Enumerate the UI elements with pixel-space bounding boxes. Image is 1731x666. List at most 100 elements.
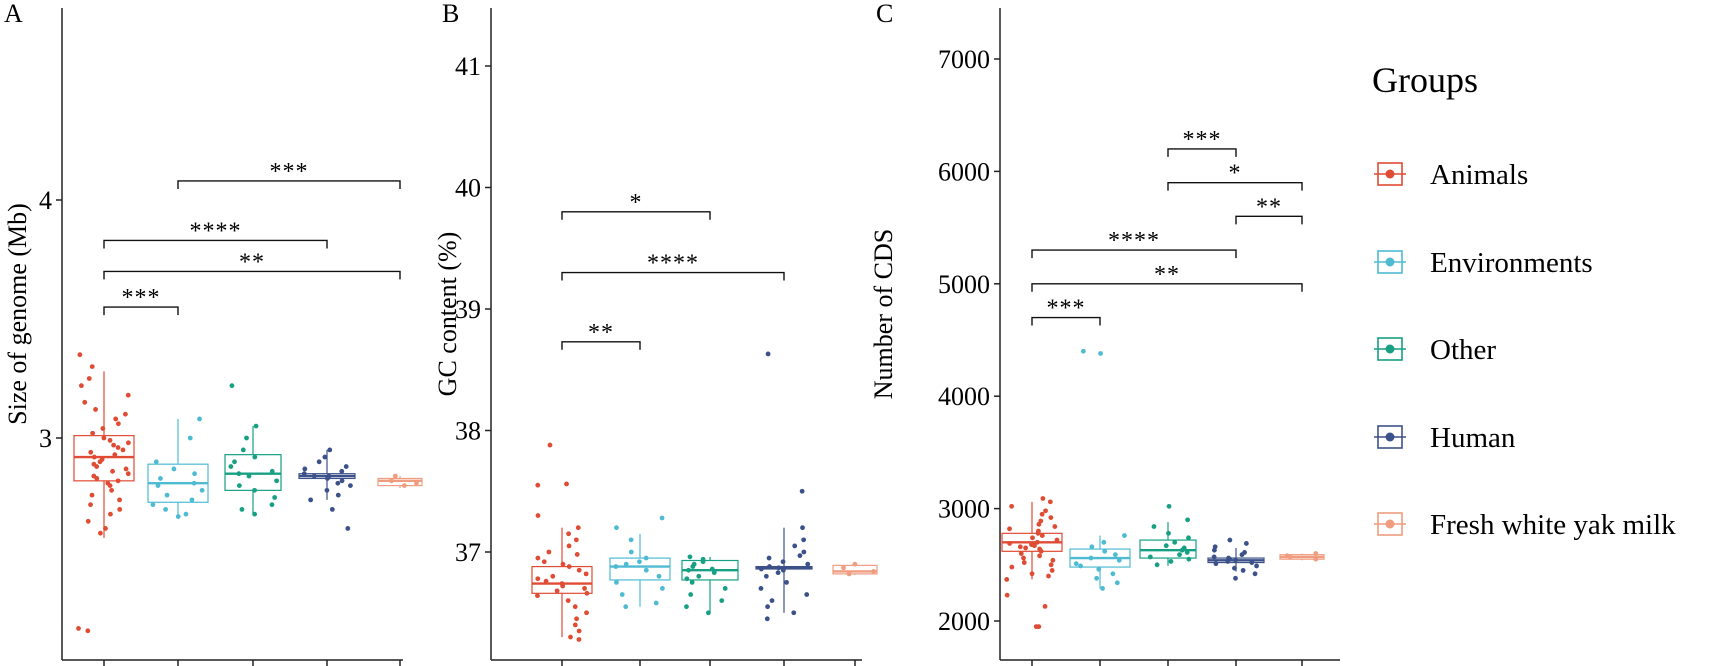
data-point — [109, 487, 114, 493]
data-point — [322, 454, 328, 460]
box-fresh-white-yak-milk — [832, 561, 878, 577]
data-point — [568, 634, 573, 640]
panel-label: C — [876, 0, 893, 28]
data-point — [1029, 571, 1035, 577]
data-point — [246, 473, 252, 479]
data-point — [192, 471, 197, 477]
data-point — [1096, 566, 1102, 572]
data-point — [1287, 554, 1293, 560]
bracket-line — [103, 270, 401, 280]
data-point — [764, 616, 770, 622]
data-point — [1179, 547, 1185, 553]
data-point — [325, 476, 330, 481]
data-point — [339, 478, 345, 484]
bracket-line — [561, 211, 711, 220]
data-point — [343, 464, 349, 469]
significance-bracket-2: ** — [561, 320, 641, 350]
legend-key-box — [1377, 162, 1403, 186]
data-point — [301, 471, 307, 477]
data-point — [1038, 548, 1044, 554]
data-point — [175, 514, 181, 519]
data-point — [659, 586, 665, 591]
significance-bracket-1: **** — [561, 251, 785, 281]
data-point — [101, 435, 107, 441]
data-point — [1004, 592, 1010, 598]
significance-label: ** — [588, 320, 614, 346]
significance-bracket-0: * — [561, 190, 711, 220]
data-point — [232, 459, 237, 465]
legend-title: Groups — [1372, 60, 1478, 100]
legend-label: Human — [1430, 422, 1516, 454]
data-point — [575, 525, 581, 531]
data-point — [541, 559, 547, 565]
data-point — [584, 590, 590, 596]
data-point — [335, 492, 341, 498]
data-point — [1184, 550, 1190, 555]
legend-key-point — [1385, 344, 1395, 354]
data-point — [103, 526, 108, 531]
data-point — [94, 476, 100, 481]
data-point — [93, 407, 98, 412]
y-tick-label: 2000 — [938, 607, 990, 636]
data-point — [107, 483, 113, 488]
data-point — [1100, 586, 1105, 591]
data-point — [311, 473, 317, 479]
data-point — [1050, 557, 1056, 563]
data-point — [1007, 526, 1012, 532]
data-point — [1036, 624, 1042, 630]
data-point — [94, 464, 100, 469]
data-point — [1232, 565, 1237, 571]
y-tick-label: 6000 — [938, 157, 990, 186]
data-point — [1036, 521, 1042, 527]
data-point — [560, 561, 566, 567]
data-point — [1004, 577, 1010, 582]
significance-label: *** — [1047, 296, 1086, 322]
data-point — [1313, 556, 1319, 562]
data-point — [88, 449, 94, 455]
data-point — [191, 480, 197, 486]
data-point — [684, 604, 689, 610]
data-point — [1078, 563, 1083, 569]
data-point — [564, 481, 569, 487]
legend-key-box — [1377, 425, 1403, 449]
data-point — [1186, 556, 1192, 562]
bracket-line — [177, 180, 401, 189]
data-point — [613, 564, 619, 569]
data-point — [163, 507, 168, 512]
y-tick-label: 39 — [455, 295, 481, 324]
data-point — [229, 383, 235, 389]
data-point — [1047, 499, 1053, 505]
data-point — [767, 564, 772, 569]
box-environments — [1069, 348, 1131, 591]
data-point — [758, 566, 764, 572]
data-point — [228, 464, 234, 469]
data-point — [1240, 568, 1246, 573]
data-point — [125, 471, 131, 477]
data-point — [688, 592, 694, 597]
box-environments — [147, 416, 209, 519]
data-point — [684, 576, 690, 582]
data-point — [1039, 533, 1045, 538]
data-point — [614, 525, 619, 531]
data-point — [1089, 544, 1095, 550]
data-point — [711, 570, 717, 576]
data-point — [1254, 563, 1259, 569]
data-point — [1043, 508, 1048, 514]
y-tick-label: 7000 — [938, 45, 990, 74]
data-point — [100, 426, 106, 431]
data-point — [88, 502, 93, 508]
data-point — [392, 473, 398, 479]
data-point — [187, 435, 193, 441]
data-point — [158, 476, 163, 481]
data-point — [1039, 511, 1045, 517]
data-point — [560, 583, 566, 589]
data-point — [110, 468, 115, 474]
data-point — [656, 573, 662, 579]
data-point — [1094, 575, 1100, 581]
data-point — [348, 483, 353, 488]
significance-label: ** — [239, 249, 265, 275]
data-point — [117, 507, 123, 512]
data-point — [113, 416, 119, 422]
